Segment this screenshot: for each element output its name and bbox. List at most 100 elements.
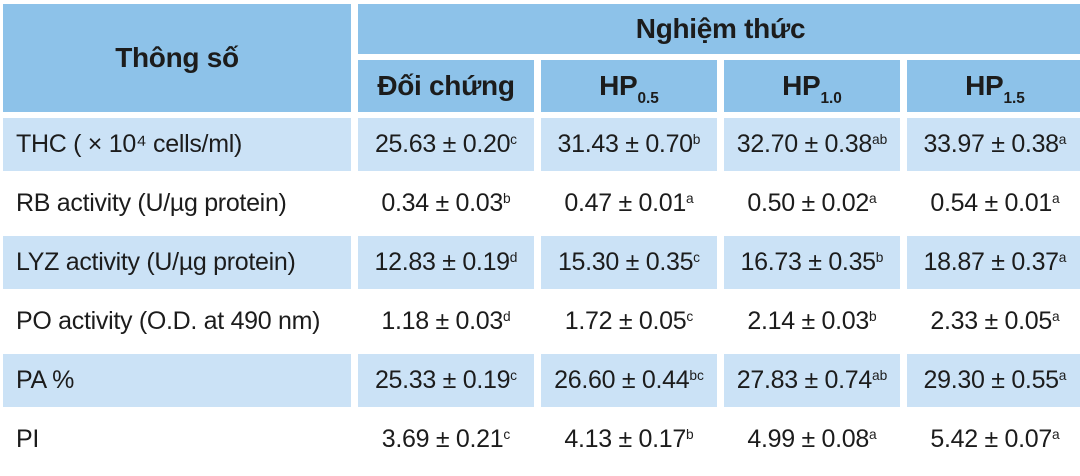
mean-sd-value: 1.72 ± 0.05	[564, 307, 687, 335]
significance-letter: b	[685, 427, 694, 443]
param-header-cell: Thông số	[3, 4, 351, 112]
value-cell: 1.72 ± 0.05c	[541, 295, 717, 348]
value-cell: 2.33 ± 0.05a	[907, 295, 1080, 348]
value-cell: 12.83 ± 0.19d	[358, 236, 534, 289]
significance-letter: a	[1051, 427, 1060, 443]
treatment-header-label: HP	[965, 70, 1004, 101]
mean-sd-value: 1.18 ± 0.03	[381, 307, 503, 335]
significance-letter: d	[502, 309, 511, 325]
mean-sd-value: 3.69 ± 0.21	[381, 425, 504, 453]
mean-sd-value: 26.60 ± 0.44	[554, 366, 690, 394]
significance-letter: c	[686, 309, 694, 325]
significance-letter: ab	[871, 132, 888, 148]
value-cell: 18.87 ± 0.37a	[907, 236, 1080, 289]
mean-sd-value: 4.99 ± 0.08	[747, 425, 869, 453]
value-cell: 29.30 ± 0.55a	[907, 354, 1080, 407]
treatment-header-hp-0.5: HP0.5	[541, 60, 717, 112]
table-row: THC ( × 10⁴ cells/ml) 25.63 ± 0.20c 31.43 …	[3, 118, 1080, 171]
significance-letter: a	[685, 191, 694, 207]
value-cell: 0.47 ± 0.01a	[541, 177, 717, 230]
significance-letter: b	[875, 250, 884, 266]
value-cell: 0.54 ± 0.01a	[907, 177, 1080, 230]
mean-sd-value: 18.87 ± 0.37	[923, 248, 1060, 276]
mean-sd-value: 29.30 ± 0.55	[923, 366, 1060, 394]
value-cell: 32.70 ± 0.38ab	[724, 118, 900, 171]
mean-sd-value: 16.73 ± 0.35	[740, 248, 877, 276]
row-label: PI	[16, 425, 40, 453]
mean-sd-value: 0.34 ± 0.03	[381, 189, 503, 217]
significance-letter: a	[1058, 250, 1067, 266]
treatment-header-subscript: 1.0	[820, 90, 842, 108]
value-cell: 4.99 ± 0.08a	[724, 413, 900, 466]
treatment-group-header-cell: Nghiệm thức	[358, 4, 1080, 54]
significance-letter: d	[509, 250, 518, 266]
treatment-header-label: Đối chứng	[377, 70, 515, 101]
table-row: RB activity (U/µg protein) 0.34 ± 0.03b 0.…	[3, 177, 1080, 230]
significance-letter: a	[868, 191, 877, 207]
significance-letter: a	[868, 427, 877, 443]
mean-sd-value: 27.83 ± 0.74	[736, 366, 873, 394]
mean-sd-value: 5.42 ± 0.07	[930, 425, 1052, 453]
mean-sd-value: 0.47 ± 0.01	[564, 189, 686, 217]
treatment-header-control: Đối chứng	[358, 60, 534, 112]
table-row: LYZ activity (U/µg protein) 12.83 ± 0.19d…	[3, 236, 1080, 289]
mean-sd-value: 0.54 ± 0.01	[930, 189, 1052, 217]
significance-letter: b	[868, 309, 877, 325]
significance-letter: c	[510, 368, 518, 384]
mean-sd-value: 4.13 ± 0.17	[564, 425, 686, 453]
value-cell: 2.14 ± 0.03b	[724, 295, 900, 348]
significance-letter: a	[1051, 309, 1060, 325]
value-cell: 26.60 ± 0.44bc	[541, 354, 717, 407]
significance-letter: ab	[871, 368, 888, 384]
mean-sd-value: 0.50 ± 0.02	[747, 189, 869, 217]
significance-letter: b	[692, 132, 701, 148]
significance-letter: c	[503, 427, 511, 443]
mean-sd-value: 25.33 ± 0.19	[374, 366, 511, 394]
treatment-header-subscript: 1.5	[1003, 90, 1025, 108]
row-label: RB activity (U/µg protein)	[16, 189, 287, 217]
value-cell: 4.13 ± 0.17b	[541, 413, 717, 466]
row-label: LYZ activity (U/µg protein)	[3, 236, 351, 289]
value-cell: 0.34 ± 0.03b	[358, 177, 534, 230]
mean-sd-value: 31.43 ± 0.70	[557, 130, 694, 158]
value-cell: 16.73 ± 0.35b	[724, 236, 900, 289]
treatment-header-hp-1.5: HP1.5	[907, 60, 1080, 112]
table-row: PI 3.69 ± 0.21c 4.13 ± 0.17b 4.99 ± 0.08a 5.…	[3, 413, 1080, 466]
mean-sd-value: 15.30 ± 0.35	[557, 248, 694, 276]
value-cell: 0.50 ± 0.02a	[724, 177, 900, 230]
value-cell: 3.69 ± 0.21c	[358, 413, 534, 466]
mean-sd-value: 2.14 ± 0.03	[747, 307, 869, 335]
mean-sd-value: 12.83 ± 0.19	[374, 248, 511, 276]
significance-letter: bc	[689, 368, 704, 384]
header-row-top: Thông số Nghiệm thức	[3, 4, 1080, 112]
mean-sd-value: 33.97 ± 0.38	[923, 130, 1060, 158]
value-cell: 33.97 ± 0.38a	[907, 118, 1080, 171]
value-cell: 15.30 ± 0.35c	[541, 236, 717, 289]
treatment-header-hp-1.0: HP1.0	[724, 60, 900, 112]
significance-letter: c	[510, 132, 518, 148]
treatment-header-label: HP	[782, 70, 821, 101]
table-row: PA % 25.33 ± 0.19c 26.60 ± 0.44bc 27.83 ± 0…	[3, 354, 1080, 407]
significance-letter: c	[693, 250, 701, 266]
value-cell: 5.42 ± 0.07a	[907, 413, 1080, 466]
mean-sd-value: 2.33 ± 0.05	[930, 307, 1052, 335]
param-header-label: Thông số	[115, 42, 239, 73]
value-cell: 27.83 ± 0.74ab	[724, 354, 900, 407]
value-cell: 31.43 ± 0.70b	[541, 118, 717, 171]
value-cell: 25.33 ± 0.19c	[358, 354, 534, 407]
significance-letter: a	[1058, 132, 1067, 148]
header-row-treatments: Đối chứng HP0.5 HP1.0 HP1.5	[3, 60, 1080, 112]
table-row: PO activity (O.D. at 490 nm) 1.18 ± 0.03d…	[3, 295, 1080, 348]
significance-letter: a	[1058, 368, 1067, 384]
row-label: PO activity (O.D. at 490 nm)	[16, 307, 321, 335]
row-label: PA %	[3, 354, 351, 407]
significance-letter: b	[502, 191, 511, 207]
mean-sd-value: 25.63 ± 0.20	[374, 130, 511, 158]
value-cell: 1.18 ± 0.03d	[358, 295, 534, 348]
treatment-group-header-label: Nghiệm thức	[635, 13, 806, 44]
row-label: THC ( × 10⁴ cells/ml)	[3, 118, 351, 171]
treatment-header-label: HP	[599, 70, 638, 101]
value-cell: 25.63 ± 0.20c	[358, 118, 534, 171]
